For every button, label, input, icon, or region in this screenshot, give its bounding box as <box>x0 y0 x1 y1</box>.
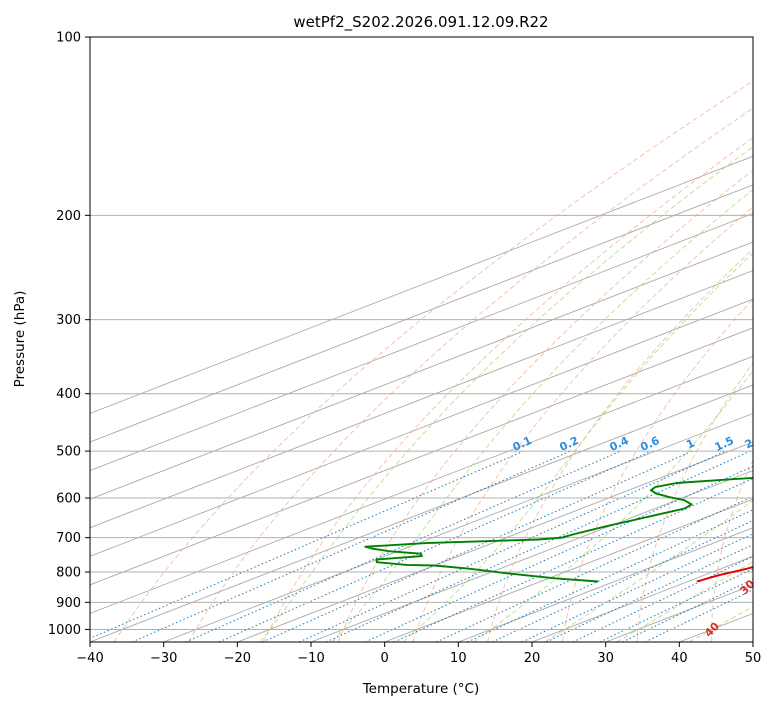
y-tick-label: 600 <box>56 492 81 507</box>
x-tick-label: 30 <box>597 651 614 666</box>
dry-adiabat-line <box>711 458 753 642</box>
y-tick-label: 900 <box>56 596 81 611</box>
y-axis-label: Pressure (hPa) <box>12 291 28 388</box>
y-tick-label: 400 <box>56 387 81 402</box>
y-tick-label: 200 <box>56 209 81 224</box>
x-tick-label: 10 <box>450 651 467 666</box>
isotherm-line <box>90 327 753 586</box>
moist-adiabat-line <box>259 146 753 642</box>
y-tick-label: 500 <box>56 445 81 460</box>
dry-adiabat-line <box>561 298 753 642</box>
x-axis-label: Temperature (°C) <box>362 681 480 697</box>
pressure-gridlines <box>90 37 753 630</box>
x-tick-label: −30 <box>150 651 177 666</box>
dry-adiabat-line <box>263 137 753 642</box>
isotherm-line <box>310 470 753 642</box>
dry-adiabat-line <box>412 206 753 642</box>
isotherm-line <box>90 270 753 529</box>
isotherm-line <box>163 412 753 642</box>
isotherm-line <box>458 527 753 642</box>
dry-adiabat-line <box>636 362 753 642</box>
axis-ticks: −40 −30 −20 −10 0 10 20 30 40 50 100 200 300 400 500 60… <box>48 31 761 667</box>
x-tick-label: −10 <box>297 651 324 666</box>
isotherm-line <box>90 384 753 642</box>
mixing-ratio-line <box>298 450 726 642</box>
y-tick-label: 700 <box>56 531 81 546</box>
moist-adiabat-line <box>402 252 753 642</box>
mixing-ratio-line <box>365 465 753 642</box>
isotherm-line <box>90 241 753 500</box>
plot-background <box>90 37 753 642</box>
moist-adiabat-line <box>616 560 753 642</box>
line-labels: 0.10.20.40.611.52346810131620253036-100-… <box>511 434 755 640</box>
x-tick-label: 40 <box>671 651 688 666</box>
x-tick-label: 20 <box>524 651 541 666</box>
mixing-ratio-line <box>436 495 753 642</box>
isotherm-line <box>90 155 753 414</box>
isotherm-line <box>90 298 753 557</box>
y-tick-label: 800 <box>56 566 81 581</box>
sounding-series <box>364 476 753 583</box>
mixing-ratio-line <box>325 450 751 642</box>
isotherm-line <box>90 212 753 472</box>
x-tick-label: −40 <box>76 651 103 666</box>
dewpoint-line <box>364 476 753 583</box>
dry-adiabat-line <box>337 169 753 642</box>
chart-title: wetPf2_S202.2026.091.12.09.R22 <box>293 13 548 32</box>
isotherm-line <box>90 184 753 443</box>
x-tick-label: 0 <box>381 651 389 666</box>
isotherm-line <box>384 498 753 642</box>
x-tick-label: 50 <box>745 651 762 666</box>
isotherm-line <box>752 641 753 642</box>
plot-frame <box>89 36 754 643</box>
isotherm-line <box>90 355 753 614</box>
mixing-ratio-label: 2 <box>743 436 755 451</box>
dry-adiabat-line <box>188 107 753 642</box>
y-tick-label: 300 <box>56 313 81 328</box>
mixing-ratio-line <box>393 477 753 642</box>
y-tick-label: 1000 <box>48 623 81 638</box>
mixing-ratio-line <box>492 519 753 642</box>
dry-adiabat-line <box>113 80 753 642</box>
x-tick-label: −20 <box>224 651 251 666</box>
mixing-ratio-line <box>90 450 524 639</box>
y-tick-label: 100 <box>56 31 81 46</box>
background-lines <box>90 80 753 642</box>
dry-adiabat-line <box>487 248 753 642</box>
